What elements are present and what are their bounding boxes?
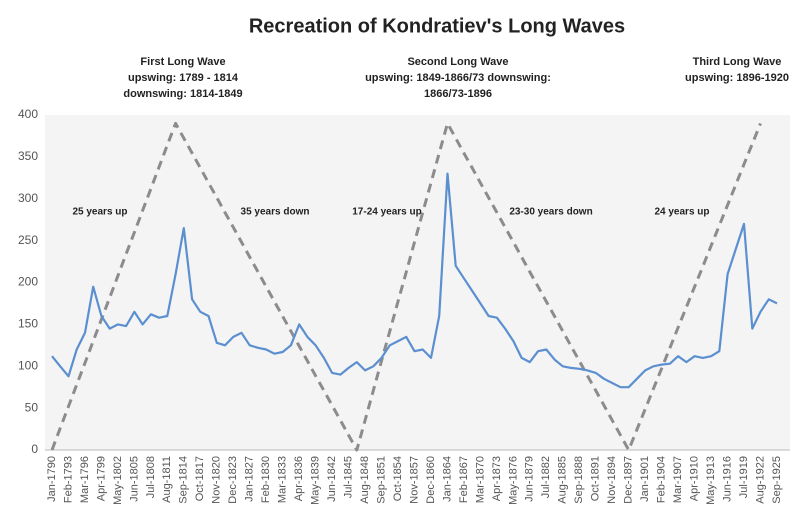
- x-tick-label: Feb-1904: [656, 456, 668, 503]
- x-tick-label: Dec-1823: [227, 456, 239, 504]
- annotation: 24 years up: [654, 207, 709, 218]
- wave-header: 1866/73-1896: [424, 88, 492, 100]
- x-tick-label: Oct-1817: [194, 456, 206, 501]
- price-line: [51, 172, 778, 389]
- x-tick-label: Mar-1796: [79, 456, 91, 503]
- x-tick-label: May-1839: [310, 456, 322, 505]
- x-tick-label: Mar-1833: [277, 456, 289, 503]
- x-tick-label: Apr-1910: [689, 456, 701, 501]
- x-tick-label: Jun-1879: [524, 456, 536, 502]
- annotation: 35 years down: [241, 207, 310, 218]
- x-tick-label: Jul-1919: [738, 456, 750, 498]
- x-tick-label: Mar-1870: [474, 456, 486, 503]
- annotation: 23-30 years down: [509, 207, 592, 218]
- wave-headers: First Long Wave upswing: 1789 - 1814 dow…: [123, 56, 789, 100]
- y-tick-label: 50: [25, 400, 39, 414]
- x-tick-label: Jan-1827: [244, 456, 256, 502]
- y-tick-label: 150: [18, 317, 38, 331]
- x-tick-label: Sep-1925: [771, 456, 783, 504]
- x-tick-label: Dec-1897: [623, 456, 635, 504]
- x-tick-label: May-1802: [112, 456, 124, 505]
- x-tick-label: Jul-1808: [145, 456, 157, 498]
- chart-title: Recreation of Kondratiev's Long Waves: [249, 15, 625, 37]
- y-tick-label: 400: [18, 107, 38, 121]
- x-tick-label: Jan-1901: [639, 456, 651, 502]
- x-tick-label: Aug-1922: [754, 456, 766, 504]
- x-tick-label: Jan-1790: [46, 456, 58, 502]
- x-tick-label: Sep-1814: [178, 456, 190, 504]
- y-tick-label: 0: [31, 442, 38, 456]
- x-tick-label: Feb-1830: [260, 456, 272, 503]
- wave-header: downswing: 1814-1849: [123, 88, 242, 100]
- wave-header: upswing: 1896-1920: [685, 72, 789, 84]
- plot-area: [45, 115, 790, 450]
- y-tick-label: 300: [18, 191, 38, 205]
- y-tick-label: 350: [18, 149, 38, 163]
- x-tick-label: Jun-1916: [721, 456, 733, 502]
- x-tick-label: Aug-1848: [359, 456, 371, 504]
- x-tick-label: May-1913: [705, 456, 717, 505]
- x-tick-label: Nov-1894: [606, 456, 618, 504]
- x-tick-label: Apr-1873: [491, 456, 503, 501]
- x-tick-label: Sep-1851: [375, 456, 387, 504]
- x-tick-label: Jul-1845: [342, 456, 354, 498]
- x-tick-label: Jul-1882: [540, 456, 552, 498]
- x-tick-label: Jun-1805: [128, 456, 140, 502]
- wave-header: upswing: 1849-1866/73 downswing:: [365, 72, 551, 84]
- x-tick-label: May-1876: [507, 456, 519, 505]
- wave-header: upswing: 1789 - 1814: [128, 72, 239, 84]
- y-tick-label: 100: [18, 358, 38, 372]
- x-tick-label: Jun-1842: [326, 456, 338, 502]
- x-tick-label: Dec-1860: [425, 456, 437, 504]
- wave-header: Second Long Wave: [407, 56, 508, 68]
- x-tick-label: Nov-1820: [211, 456, 223, 504]
- wave-header: Third Long Wave: [693, 56, 782, 68]
- x-tick-label: Oct-1891: [590, 456, 602, 501]
- x-tick-label: Mar-1907: [672, 456, 684, 503]
- x-tick-label: Nov-1857: [408, 456, 420, 504]
- x-tick-label: Feb-1793: [62, 456, 74, 503]
- x-tick-label: Sep-1888: [573, 456, 585, 504]
- x-tick-label: Jan-1864: [441, 456, 453, 502]
- x-tick-label: Feb-1867: [458, 456, 470, 503]
- y-tick-label: 200: [18, 275, 38, 289]
- annotation: 17-24 years up: [352, 207, 422, 218]
- x-tick-label: Aug-1885: [557, 456, 569, 504]
- annotations: 25 years up 35 years down 17-24 years up…: [72, 207, 709, 218]
- y-tick-label: 250: [18, 233, 38, 247]
- x-tick-label: Aug-1811: [161, 456, 173, 503]
- x-tick-label: Apr-1836: [293, 456, 305, 501]
- x-tick-label: Oct-1854: [392, 456, 404, 501]
- wave-line: [50, 121, 762, 452]
- wave-header: First Long Wave: [140, 56, 225, 68]
- annotation: 25 years up: [72, 207, 127, 218]
- x-tick-label: Apr-1799: [95, 456, 107, 501]
